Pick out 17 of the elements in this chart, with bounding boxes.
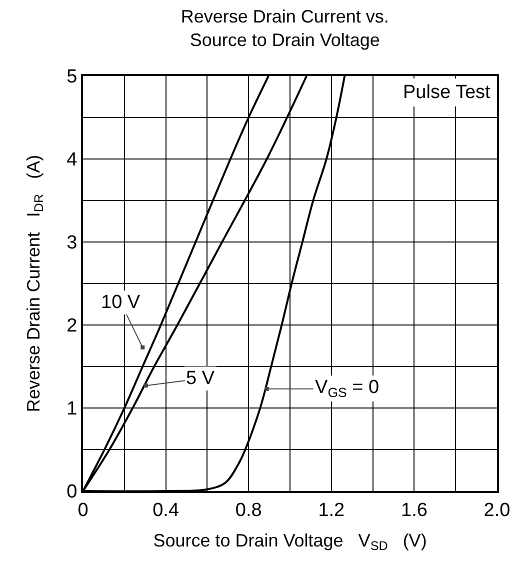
y-tick-label: 2 [66,316,78,337]
y-tick-label: 3 [66,232,78,254]
annotation: V$_{GS}$ = 0 [315,377,380,400]
y-tick-label: 1 [66,398,78,420]
x-tick-label: 1.2 [318,500,345,521]
annotation: Pulse Test [403,82,492,103]
x-axis-title: Source to Drain Voltage V$_{SD}$ (V) [153,530,427,554]
x-tick-label: 0.8 [235,500,262,521]
x-tick-label: 2.0 [484,500,510,521]
y-tick-label: 5 [66,66,78,88]
y-tick-label: 0 [66,482,78,503]
annotation: 5 V [186,368,215,389]
chart-title: Reverse Drain Current vs. Source to Drain Voltage [180,6,389,50]
x-tick-label: 1.6 [400,500,428,521]
y-tick-label: 4 [66,150,78,171]
annotation: 10 V [101,292,140,313]
x-tick-label: 0.4 [152,500,180,521]
